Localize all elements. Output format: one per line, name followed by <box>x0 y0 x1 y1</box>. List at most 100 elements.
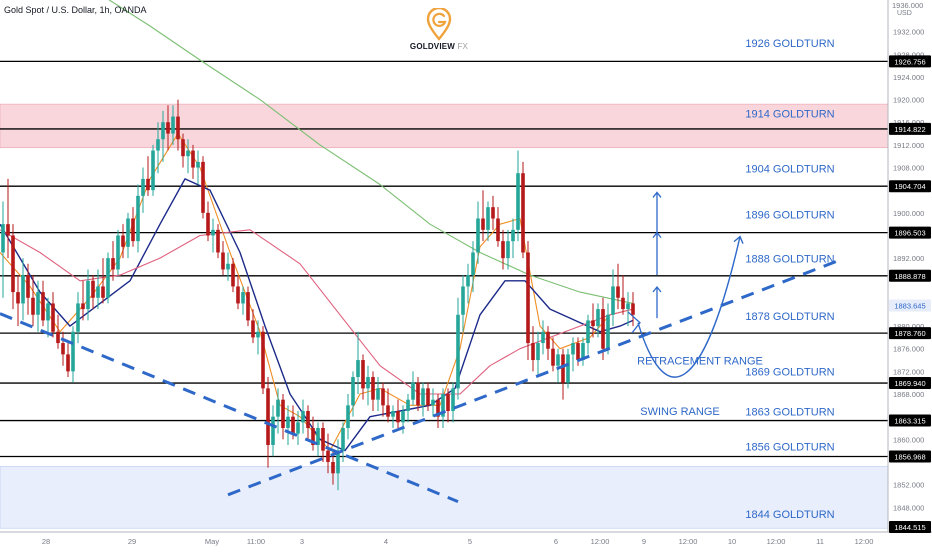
candle-body <box>371 377 375 400</box>
candle-body <box>231 263 235 287</box>
candle <box>186 139 190 174</box>
candle <box>406 394 410 423</box>
candle-body <box>41 292 45 321</box>
ma-ema_fast <box>0 133 634 452</box>
candle-body <box>426 388 430 406</box>
candle-body <box>211 229 215 236</box>
price-flag <box>889 327 931 340</box>
candle-body <box>596 309 600 327</box>
candle <box>426 382 430 412</box>
candle-body <box>631 303 635 315</box>
level-label: 1869 GOLDTURN <box>745 366 834 378</box>
candle-body <box>326 450 330 462</box>
candle-body <box>616 286 620 298</box>
chart-title: Gold Spot / U.S. Dollar, 1h, OANDA <box>4 5 147 15</box>
candle-body <box>391 411 395 417</box>
candle-body <box>506 241 510 259</box>
candle-body <box>316 427 320 445</box>
candle <box>126 212 130 259</box>
price-tick-label: 1932.000 <box>893 28 924 37</box>
candle <box>356 331 360 395</box>
candle-body <box>201 161 205 213</box>
price-tick-label: 1928.000 <box>893 50 924 59</box>
candle <box>231 258 235 293</box>
candle-body <box>546 331 550 349</box>
price-flag-label: 1926.756 <box>894 57 925 66</box>
candle-body <box>591 320 595 327</box>
price-flag-label: 1883.645 <box>894 301 925 310</box>
level-label: 1844 GOLDTURN <box>745 509 834 521</box>
candle <box>66 343 70 378</box>
price-flag <box>889 299 931 312</box>
price-flag <box>889 377 931 390</box>
candle <box>191 144 195 179</box>
candle <box>6 178 10 259</box>
candle-body <box>81 303 85 310</box>
candle-body <box>521 173 525 253</box>
candle-body <box>526 252 530 344</box>
candle-body <box>626 303 630 310</box>
candle <box>11 224 15 310</box>
candle-body <box>576 343 580 361</box>
candle <box>331 450 335 485</box>
candle <box>631 292 635 327</box>
price-flag-label: 1863.315 <box>894 417 925 426</box>
price-flag-label: 1888.878 <box>894 272 925 281</box>
candle <box>506 229 510 270</box>
candle-body <box>26 275 30 298</box>
candle-body <box>311 427 315 445</box>
candle-body <box>276 399 280 417</box>
candle <box>41 280 45 327</box>
candle <box>536 331 540 378</box>
price-flag <box>889 226 931 239</box>
candle-body <box>421 388 425 406</box>
candle-body <box>556 354 560 366</box>
candle-body <box>86 280 90 310</box>
candle-body <box>291 416 295 434</box>
candle-body <box>566 354 570 383</box>
time-tick-label: 12:00 <box>679 537 698 546</box>
candle <box>81 280 85 321</box>
candle <box>206 201 210 242</box>
price-flag <box>889 269 931 282</box>
candle-body <box>601 309 605 349</box>
candle-body <box>171 116 175 134</box>
candle <box>511 218 515 259</box>
brand-name-main: GOLDVIEW <box>409 42 456 51</box>
candle-body <box>286 416 290 428</box>
candle <box>496 207 500 247</box>
candle <box>96 269 100 310</box>
candle-body <box>176 116 180 140</box>
level-label: 1856 GOLDTURN <box>745 442 834 454</box>
candle <box>106 252 110 304</box>
candle <box>306 405 310 440</box>
candle-body <box>336 450 340 474</box>
ma-sma_long <box>108 0 634 304</box>
candle <box>56 314 60 349</box>
candle-body <box>321 427 325 451</box>
candle <box>411 371 415 406</box>
candle-body <box>341 427 345 451</box>
candle <box>586 314 590 355</box>
candle-body <box>481 218 485 230</box>
time-tick-label: 12:00 <box>767 537 786 546</box>
price-flag-label: 1896.503 <box>894 229 925 238</box>
candle-body <box>491 207 495 219</box>
price-flag-label: 1914.822 <box>894 125 925 134</box>
candle-body <box>611 286 615 315</box>
candle <box>351 371 355 417</box>
candle-body <box>131 218 135 242</box>
candle-body <box>441 394 445 417</box>
candle-body <box>571 343 575 355</box>
candle <box>481 190 485 242</box>
time-tick-label: 11 <box>816 537 824 546</box>
candle-body <box>156 139 160 151</box>
candle-body <box>416 382 420 406</box>
candle-body <box>541 331 545 344</box>
candle-body <box>621 297 625 310</box>
time-tick-label: 29 <box>128 537 136 546</box>
candle <box>181 133 185 168</box>
candle-body <box>351 377 355 406</box>
